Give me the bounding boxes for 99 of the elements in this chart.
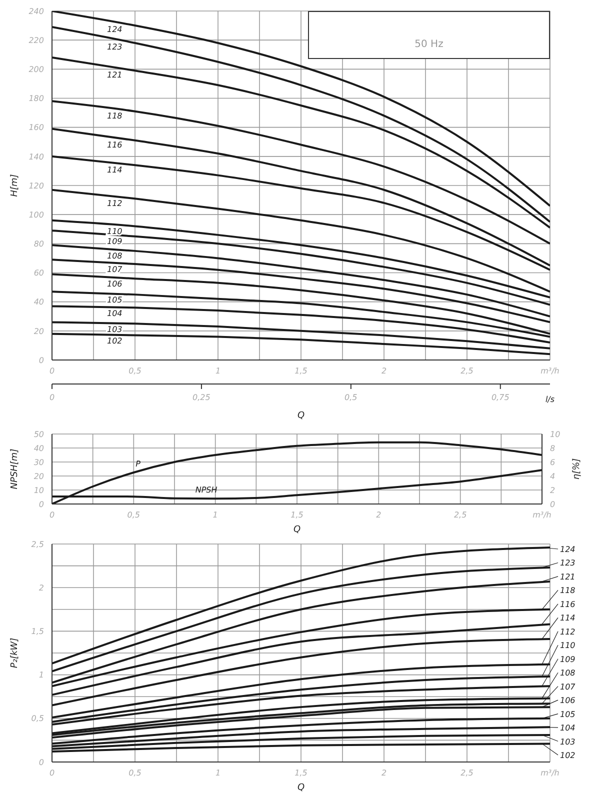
series-label: 121 bbox=[107, 70, 122, 80]
x-tick-label: 0 bbox=[49, 510, 55, 520]
series-label: 106 bbox=[107, 279, 122, 288]
y-tick-label: 10 bbox=[34, 486, 44, 495]
x2-tick-label: 0,75 bbox=[491, 393, 510, 402]
text: 116 bbox=[560, 600, 576, 609]
series-label: 102 bbox=[560, 751, 576, 760]
y-tick-label: 20 bbox=[34, 326, 44, 336]
y-tick-label: 2 bbox=[38, 583, 44, 592]
text: 114 bbox=[560, 614, 576, 623]
y-tick-label: 50 bbox=[34, 430, 44, 439]
legend-label: 103 bbox=[560, 737, 576, 746]
series-label: 107 bbox=[560, 682, 576, 692]
y-tick-label: 60 bbox=[34, 268, 44, 278]
series-label: 105 bbox=[560, 710, 576, 719]
x-tick-label: 2 bbox=[381, 768, 387, 778]
y-tick-label: 40 bbox=[34, 298, 44, 307]
y-tick-label: 0 bbox=[38, 356, 44, 365]
series-label: 112 bbox=[107, 198, 122, 208]
x-axis-title: Q bbox=[297, 783, 305, 793]
y-tick-label: 100 bbox=[28, 210, 44, 220]
y-axis-title: H[m] bbox=[10, 174, 20, 197]
y2-axis-title: η[%] bbox=[572, 458, 582, 480]
series-label: 106 bbox=[560, 696, 576, 706]
y-tick-label: 0 bbox=[38, 500, 44, 509]
series-label: 104 bbox=[107, 308, 122, 318]
series-label: 124 bbox=[107, 25, 122, 34]
y-tick-label: 160 bbox=[28, 123, 44, 132]
series-label: 110 bbox=[107, 226, 122, 236]
x-tick-label: m³/h bbox=[540, 768, 560, 778]
y-tick-label: 140 bbox=[28, 152, 44, 162]
x2-tick-label: 0,5 bbox=[344, 393, 358, 402]
y-tick-label: 40 bbox=[34, 444, 44, 453]
series-label: 123 bbox=[107, 42, 122, 52]
series-label: 103 bbox=[107, 324, 122, 334]
x-tick-label: 1 bbox=[215, 366, 221, 376]
x-tick-label: 0,5 bbox=[128, 768, 142, 778]
x2-tick-label: l/s bbox=[545, 395, 555, 404]
series-label: 114 bbox=[107, 165, 122, 174]
y-axis-title: P₂[kW] bbox=[10, 637, 20, 668]
series-label: 108 bbox=[107, 252, 122, 261]
x-tick-label: 0 bbox=[49, 768, 55, 778]
y2-tick-label: 10 bbox=[550, 430, 560, 439]
y-tick-label: 120 bbox=[28, 181, 44, 190]
legend-label: 121 bbox=[560, 572, 576, 582]
legend-label: 123 bbox=[560, 558, 576, 568]
text: 108 bbox=[560, 668, 576, 678]
y-tick-label: 20 bbox=[34, 472, 44, 481]
text: 118 bbox=[560, 586, 576, 596]
y-tick-label: 0,5 bbox=[31, 714, 44, 724]
x-tick-label: 0 bbox=[49, 366, 55, 376]
series-label: 105 bbox=[107, 296, 122, 305]
x-axis-title: Q bbox=[293, 525, 301, 535]
y-tick-label: 1 bbox=[38, 670, 44, 680]
series-label: 102 bbox=[107, 336, 122, 346]
x-tick-label: 2,5 bbox=[460, 768, 474, 778]
x-tick-label: m³/h bbox=[532, 510, 552, 520]
text: 112 bbox=[560, 627, 576, 636]
series-label: 109 bbox=[107, 237, 122, 246]
y-tick-label: 240 bbox=[28, 6, 44, 16]
y2-tick-label: 8 bbox=[550, 444, 556, 453]
y-tick-label: 0 bbox=[38, 758, 44, 767]
y2-tick-label: 2 bbox=[550, 486, 556, 495]
series-label: NPSH bbox=[195, 486, 218, 495]
x-tick-label: 1,5 bbox=[290, 510, 304, 520]
title-frame: 50 Hz bbox=[308, 11, 550, 59]
legend-label: 124 bbox=[560, 545, 576, 554]
x-tick-label: 2,5 bbox=[460, 366, 474, 376]
x-tick-label: 0,5 bbox=[127, 510, 140, 520]
x-tick-label: 1,5 bbox=[294, 366, 308, 376]
x2-tick-label: 0 bbox=[49, 393, 55, 402]
x2-tick-label: 0,25 bbox=[192, 393, 210, 402]
y-tick-label: 30 bbox=[34, 458, 44, 467]
x-tick-label: 1 bbox=[212, 510, 218, 520]
series-label: P bbox=[136, 460, 141, 468]
y-tick-label: 220 bbox=[28, 36, 44, 45]
text: 110 bbox=[560, 641, 576, 650]
x-tick-label: 2 bbox=[376, 510, 382, 520]
y-tick-label: 1,5 bbox=[31, 627, 44, 636]
x-tick-label: 2 bbox=[381, 366, 387, 376]
y2-tick-label: 6 bbox=[550, 458, 556, 467]
series-label: 116 bbox=[107, 140, 122, 150]
y2-tick-label: 0 bbox=[550, 500, 556, 509]
y2-tick-label: 4 bbox=[550, 472, 556, 481]
series-label: 109 bbox=[560, 654, 576, 664]
y-tick-label: 180 bbox=[28, 94, 44, 104]
y-tick-label: 80 bbox=[34, 240, 44, 249]
y-tick-label: 200 bbox=[28, 65, 44, 74]
x-tick-label: 1,5 bbox=[294, 768, 308, 778]
x-axis-title: Q bbox=[297, 411, 305, 421]
legend-label: 104 bbox=[560, 724, 576, 733]
series-label: 107 bbox=[107, 264, 124, 274]
y-tick-label: 2,5 bbox=[31, 540, 44, 549]
x-tick-label: m³/h bbox=[540, 366, 560, 376]
x-tick-label: 1 bbox=[215, 768, 221, 778]
x-tick-label: 0,5 bbox=[128, 366, 142, 376]
series-label: 118 bbox=[107, 111, 122, 120]
y-axis-title: NPSH[m] bbox=[10, 448, 20, 490]
x-tick-label: 2,5 bbox=[454, 510, 467, 520]
